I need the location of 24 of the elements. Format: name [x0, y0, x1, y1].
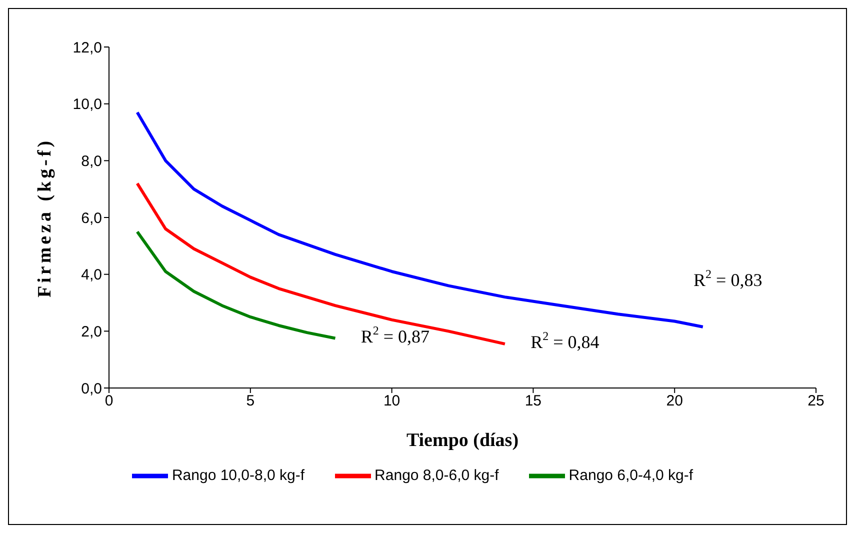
line-series — [136, 110, 704, 328]
y-tick-label: 8,0 — [81, 152, 102, 170]
y-tick-label: 12,0 — [72, 39, 102, 56]
line-series — [136, 230, 337, 340]
x-tick-label: 5 — [246, 392, 255, 410]
x-tick-label: 20 — [666, 392, 683, 410]
annotation: R$^{2}$ = 0,87 — [360, 323, 430, 346]
line-series — [136, 182, 506, 346]
legend-label: Rango 6,0-4,0 kg-f — [568, 466, 694, 484]
y-tick-label: 2,0 — [81, 323, 102, 340]
y-tick-label: 0,0 — [81, 380, 102, 398]
annotation: R$^{2}$ = 0,83 — [694, 266, 762, 290]
x-tick-label: 15 — [524, 392, 542, 410]
y-axis-title: Firmeza (kg-f) — [34, 138, 56, 298]
x-tick-label: 10 — [383, 392, 400, 410]
x-axis-title: Tiempo (días) — [406, 430, 519, 451]
x-tick-label: 0 — [104, 392, 114, 410]
annotation: R$^{2}$ = 0,84 — [530, 328, 600, 352]
y-tick-label: 4,0 — [81, 266, 102, 284]
y-tick-label: 10,0 — [72, 96, 102, 114]
legend-label: Rango 10,0-8,0 kg-f — [172, 466, 305, 484]
y-tick-label: 6,0 — [81, 210, 102, 227]
legend-label: Rango 8,0-6,0 kg-f — [374, 466, 499, 484]
x-tick-label: 25 — [808, 392, 824, 410]
